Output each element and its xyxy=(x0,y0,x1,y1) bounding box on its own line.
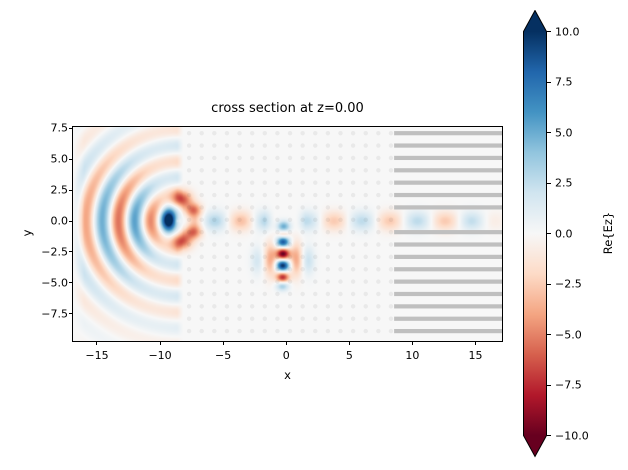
colorbar xyxy=(523,10,547,458)
colorbar-tick-label: 2.5 xyxy=(555,176,573,190)
colorbar-tick-mark xyxy=(547,132,551,133)
colorbar-tick-mark xyxy=(547,283,551,285)
x-tick-mark xyxy=(285,341,287,345)
colorbar-gradient-bar xyxy=(523,10,547,458)
x-tick-mark xyxy=(159,341,161,345)
y-tick-mark xyxy=(69,313,73,315)
plot-area xyxy=(72,126,503,342)
x-tick-mark xyxy=(411,341,413,345)
y-tick-mark xyxy=(69,251,73,253)
colorbar-tick-mark xyxy=(547,182,551,184)
colorbar-tick-mark xyxy=(547,81,551,83)
y-tick-label: 0.0 xyxy=(50,214,69,228)
y-tick-mark xyxy=(69,127,73,129)
y-tick-label: 7.5 xyxy=(50,121,69,135)
y-tick-label: −5.0 xyxy=(41,276,68,290)
y-tick-mark xyxy=(69,282,73,284)
y-tick-mark xyxy=(69,189,73,191)
x-axis-label: x xyxy=(284,368,291,382)
field-canvas xyxy=(73,127,502,341)
x-tick-mark xyxy=(96,341,98,345)
colorbar-tick-label: −10.0 xyxy=(555,429,589,442)
colorbar-label: Re{Ez} xyxy=(601,211,615,255)
colorbar-tick-mark xyxy=(547,334,551,335)
colorbar-tick-mark xyxy=(547,31,551,32)
x-tick-label: −5 xyxy=(215,349,232,362)
colorbar-tick-mark xyxy=(547,384,551,386)
y-axis-label: y xyxy=(20,229,34,237)
colorbar-tick-label: −2.5 xyxy=(555,277,582,291)
colorbar-tick-label: −7.5 xyxy=(555,378,582,392)
x-tick-label: 5 xyxy=(345,349,353,362)
y-tick-mark xyxy=(69,158,73,160)
x-tick-label: 0 xyxy=(282,349,290,362)
colorbar-tick-label: −5.0 xyxy=(555,328,582,341)
colorbar-tick-label: 10.0 xyxy=(555,25,580,38)
colorbar-tick-label: 7.5 xyxy=(555,75,573,89)
y-tick-label: −7.5 xyxy=(41,307,68,321)
x-tick-label: −15 xyxy=(85,349,109,362)
x-tick-label: 15 xyxy=(468,349,483,362)
colorbar-tick-label: 0.0 xyxy=(555,227,573,240)
y-tick-label: 2.5 xyxy=(50,183,69,197)
y-tick-label: −2.5 xyxy=(41,245,68,259)
y-tick-label: 5.0 xyxy=(50,152,69,166)
colorbar-tick-mark xyxy=(547,435,551,436)
x-tick-label: 10 xyxy=(405,349,420,362)
x-tick-label: −10 xyxy=(148,349,172,362)
y-tick-mark xyxy=(69,220,73,222)
x-tick-mark xyxy=(222,341,224,345)
x-tick-mark xyxy=(475,341,476,345)
plot-title: cross section at z=0.00 xyxy=(211,101,364,116)
colorbar-tick-label: 5.0 xyxy=(555,126,573,139)
x-tick-mark xyxy=(348,341,350,345)
colorbar-tick-mark xyxy=(547,233,551,234)
